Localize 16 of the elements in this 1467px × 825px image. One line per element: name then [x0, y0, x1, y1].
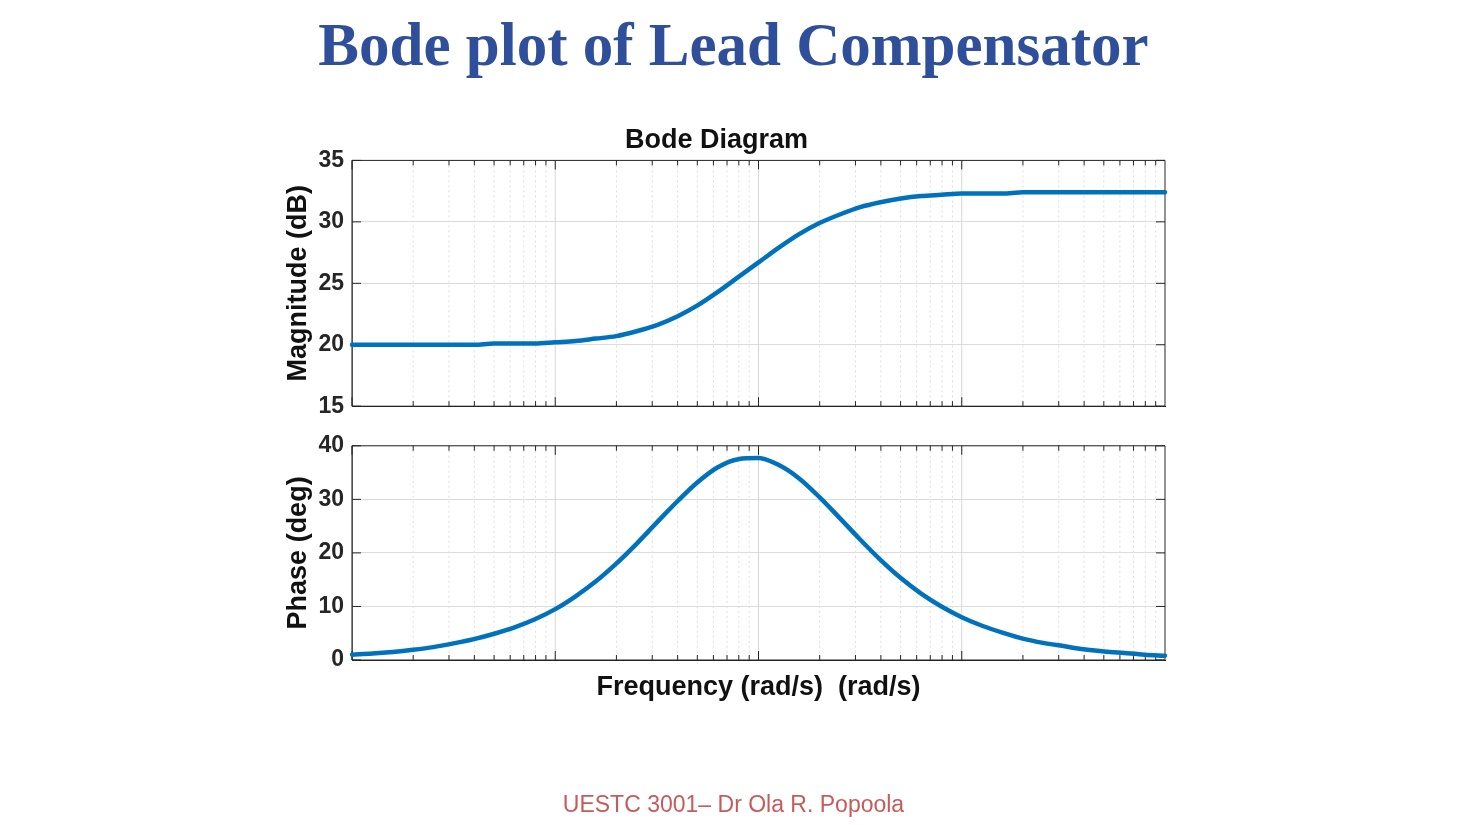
y-tick-label: 30 — [318, 207, 344, 234]
y-tick-label: 25 — [318, 268, 345, 295]
y-tick-label: 40 — [318, 431, 344, 458]
y-tick-label: 20 — [318, 330, 344, 357]
y-tick-label: 10 — [318, 591, 344, 618]
y-axis-title: Phase (deg) — [281, 476, 312, 630]
y-tick-label: 30 — [318, 484, 344, 511]
text: UESTC 3001– Dr Ola R. Popoola — [562, 791, 905, 817]
y-tick-label: 35 — [318, 145, 345, 172]
y-tick-label: 0 — [331, 645, 344, 672]
y-axis-title: Magnitude (dB) — [281, 185, 312, 382]
x-axis-title: Frequency (rad/s) (rad/s) — [596, 671, 921, 702]
y-tick-label: 20 — [318, 538, 344, 565]
chart-title: Bode plot of Lead Compensator — [318, 11, 1149, 78]
chart-subtitle: Bode Diagram — [624, 123, 809, 154]
y-tick-label: 15 — [318, 391, 345, 418]
